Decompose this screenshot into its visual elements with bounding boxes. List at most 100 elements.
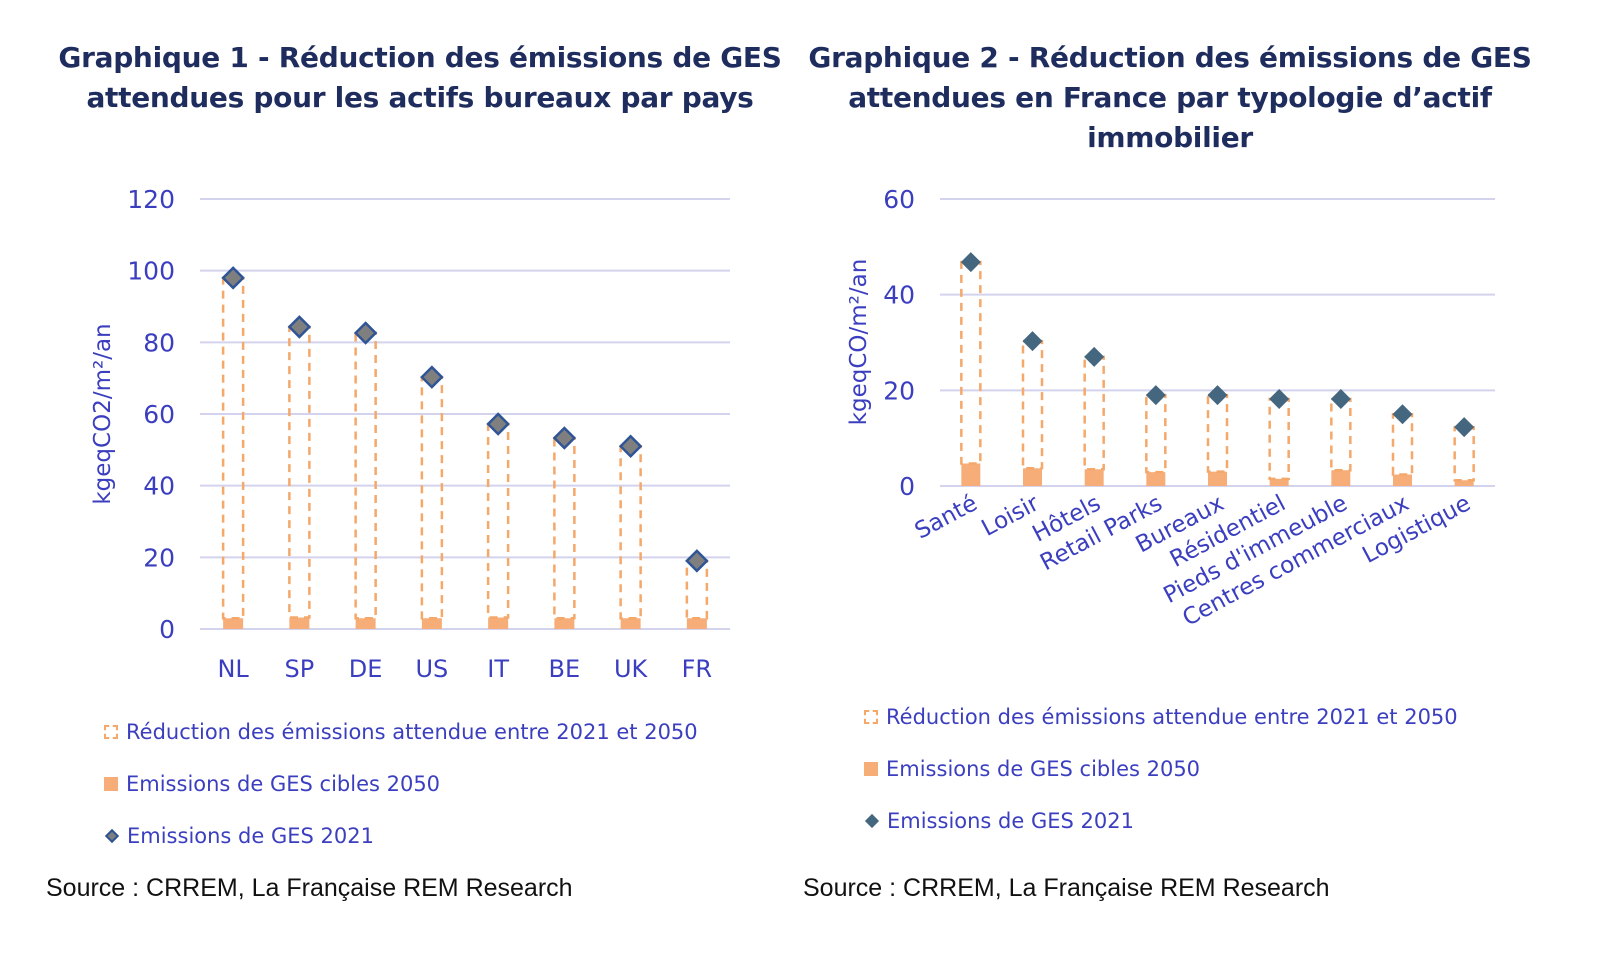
legend-item-2021: Emissions de GES 2021 <box>104 810 698 862</box>
ges-2021-marker <box>221 266 245 290</box>
target-2050-bar <box>1331 470 1351 486</box>
chart1-title-line: Graphique 1 - Réduction des émissions de… <box>58 41 782 74</box>
chart2-title: Graphique 2 - Réduction des émissions de… <box>780 38 1560 158</box>
legend-label: Emissions de GES cibles 2050 <box>126 772 441 796</box>
dashed-swatch-icon <box>104 725 118 739</box>
reduction-dashed-bar <box>420 375 444 620</box>
ges-2021-marker <box>353 321 378 345</box>
y-tick-label: 40 <box>883 281 915 310</box>
target-2050-bar <box>1023 468 1042 486</box>
x-tick-label: SP <box>285 655 315 683</box>
x-tick-label: IT <box>487 655 509 683</box>
reduction-dashed-bar <box>1268 397 1290 481</box>
target-2050-bar <box>1208 471 1227 486</box>
ges-2021-marker <box>618 434 643 459</box>
legend-item-reduction: Réduction des émissions attendue entre 2… <box>864 691 1458 743</box>
x-tick-label: US <box>415 655 448 683</box>
chart1-title: Graphique 1 - Réduction des émissions de… <box>30 38 810 118</box>
filled-swatch-icon <box>104 777 118 791</box>
legend-item-reduction: Réduction des émissions attendue entre 2… <box>104 706 698 758</box>
y-tick-label: 20 <box>143 543 175 572</box>
x-tick-label: UK <box>614 655 649 683</box>
reduction-dashed-bar <box>1391 413 1414 476</box>
target-2050-bar <box>355 618 376 629</box>
reduction-dashed-bar <box>1021 339 1044 470</box>
y-axis-label: kgeqCO/m²/an <box>846 259 872 426</box>
legend-item-target: Emissions de GES cibles 2050 <box>864 743 1458 795</box>
legend-label: Réduction des émissions attendue entre 2… <box>126 720 698 744</box>
chart2-legend: Réduction des émissions attendue entre 2… <box>864 691 1458 847</box>
reduction-dashed-bar <box>1083 355 1105 471</box>
ges-2021-marker <box>1084 346 1105 367</box>
y-tick-label: 0 <box>899 472 915 501</box>
chart2-title-line: Graphique 2 - Réduction des émissions de… <box>808 41 1532 74</box>
ges-2021-marker <box>1207 385 1228 406</box>
reduction-dashed-bar <box>1206 393 1229 473</box>
ges-2021-marker <box>1454 417 1475 438</box>
target-2050-bar <box>488 617 509 629</box>
legend-item-target: Emissions de GES cibles 2050 <box>104 758 698 810</box>
reduction-dashed-bar <box>1453 425 1475 482</box>
target-2050-bar <box>1393 474 1412 486</box>
y-tick-label: 40 <box>143 472 175 501</box>
legend-label: Réduction des émissions attendue entre 2… <box>886 705 1458 729</box>
ges-2021-marker <box>420 365 444 389</box>
chart2-source: Source : CRREM, La Française REM Researc… <box>803 874 1330 902</box>
ges-2021-marker <box>1022 331 1043 352</box>
ges-2021-marker <box>287 315 312 339</box>
ges-2021-marker <box>1330 388 1351 409</box>
ges-2021-marker <box>1392 404 1413 425</box>
filled-swatch-icon <box>864 762 878 776</box>
target-2050-bar <box>421 618 442 629</box>
reduction-dashed-bar <box>486 422 510 619</box>
chart1-source: Source : CRREM, La Française REM Researc… <box>46 874 573 902</box>
target-2050-bar <box>1146 472 1166 486</box>
reduction-dashed-bar <box>1330 397 1352 472</box>
legend-label: Emissions de GES 2021 <box>887 809 1134 833</box>
ges-2021-marker <box>960 252 981 273</box>
reduction-dashed-bar <box>960 260 982 465</box>
reduction-dashed-bar <box>221 276 245 620</box>
y-tick-label: 20 <box>883 376 915 405</box>
x-tick-label: FR <box>682 655 712 683</box>
reduction-dashed-bar <box>288 325 311 619</box>
y-axis-label: kgeqCO2/m²/an <box>90 323 116 504</box>
y-tick-label: 60 <box>883 185 915 214</box>
target-2050-bar <box>961 463 981 486</box>
dashed-swatch-icon <box>864 710 878 724</box>
legend-label: Emissions de GES cibles 2050 <box>886 757 1201 781</box>
ges-2021-marker <box>1269 388 1290 409</box>
target-2050-bar <box>223 618 244 629</box>
chart2-title-line: attendues en France par typologie d’acti… <box>848 81 1492 114</box>
diamond-icon <box>104 828 120 844</box>
ges-2021-marker <box>552 426 577 450</box>
legend-item-2021: Emissions de GES 2021 <box>864 795 1458 847</box>
reduction-dashed-bar <box>1145 393 1167 474</box>
x-tick-label: BE <box>549 655 581 683</box>
diamond-icon <box>864 813 880 829</box>
x-tick-label: DE <box>349 655 383 683</box>
ges-2021-marker <box>685 549 709 573</box>
target-2050-bar <box>289 617 310 629</box>
chart1-title-line: attendues pour les actifs bureaux par pa… <box>86 81 754 114</box>
y-tick-label: 0 <box>159 615 175 644</box>
target-2050-bar <box>1084 469 1104 486</box>
chart2-title-line: immobilier <box>1087 121 1253 154</box>
reduction-dashed-bar <box>354 331 377 620</box>
y-tick-label: 100 <box>127 257 175 286</box>
target-2050-bar <box>686 618 707 629</box>
reduction-dashed-bar <box>685 559 709 620</box>
chart1-legend: Réduction des émissions attendue entre 2… <box>104 706 698 862</box>
reduction-dashed-bar <box>619 445 642 620</box>
ges-2021-marker <box>486 412 510 436</box>
y-tick-label: 60 <box>143 400 175 429</box>
target-2050-bar <box>620 618 641 629</box>
x-tick-label: Santé <box>911 490 982 544</box>
legend-label: Emissions de GES 2021 <box>127 824 374 848</box>
target-2050-bar <box>554 618 575 629</box>
y-tick-label: 80 <box>143 328 175 357</box>
y-tick-label: 120 <box>127 185 175 214</box>
reduction-dashed-bar <box>553 436 576 620</box>
x-tick-label: NL <box>217 655 249 683</box>
